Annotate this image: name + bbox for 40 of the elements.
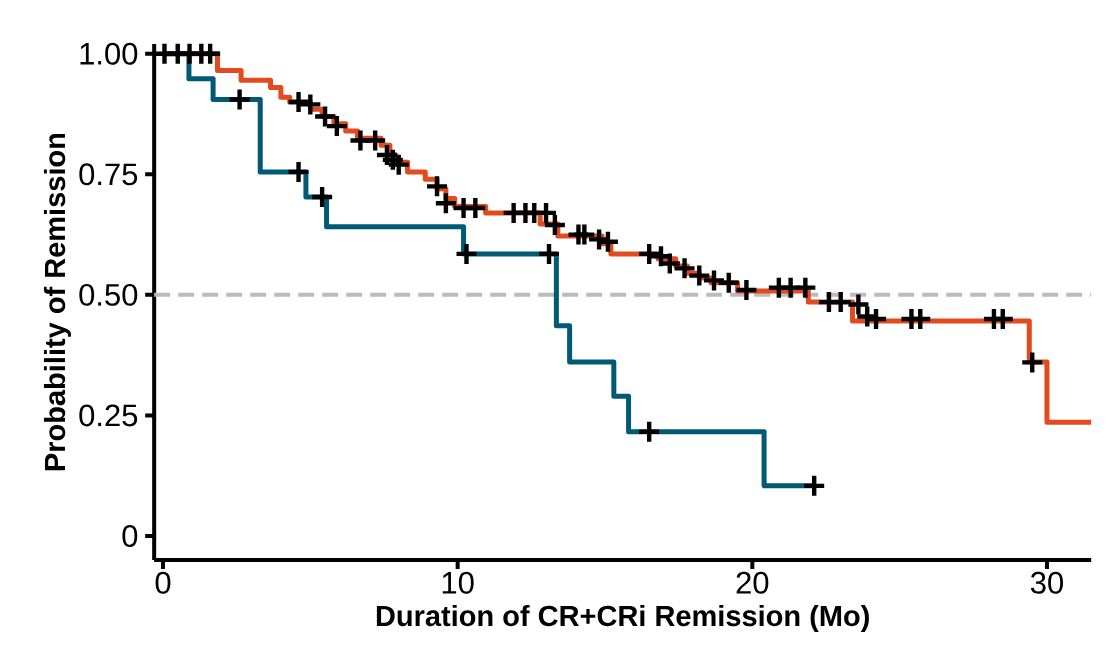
point bbox=[288, 161, 309, 182]
x-axis-title: Duration of CR+CRi Remission (Mo) bbox=[376, 604, 869, 632]
y-tick-label: 0 bbox=[122, 525, 138, 547]
point bbox=[229, 89, 250, 110]
point bbox=[736, 280, 757, 301]
point bbox=[315, 106, 336, 127]
point bbox=[465, 198, 486, 219]
x-tick-label: 10 bbox=[442, 571, 474, 594]
point bbox=[1022, 352, 1043, 373]
y-tick-label: 1.00 bbox=[80, 42, 138, 65]
point bbox=[848, 294, 869, 315]
point bbox=[435, 193, 456, 214]
point bbox=[795, 277, 816, 298]
point bbox=[456, 243, 477, 264]
point bbox=[544, 214, 565, 235]
x-tick-label: 0 bbox=[155, 571, 171, 594]
point bbox=[910, 308, 931, 329]
y-tick-label: 0.25 bbox=[79, 404, 138, 427]
point bbox=[639, 421, 660, 442]
point bbox=[574, 224, 595, 245]
point bbox=[427, 176, 448, 197]
point bbox=[326, 116, 347, 137]
point bbox=[200, 43, 221, 64]
x-tick-label: 30 bbox=[1030, 571, 1063, 594]
point bbox=[300, 94, 321, 115]
point bbox=[866, 308, 887, 329]
point bbox=[718, 272, 739, 293]
point bbox=[539, 243, 559, 264]
point bbox=[388, 154, 409, 175]
point bbox=[689, 265, 710, 286]
point bbox=[804, 475, 825, 496]
y-axis-title: Probability of Remission bbox=[43, 133, 71, 471]
point bbox=[365, 130, 386, 151]
point bbox=[704, 270, 725, 291]
y-tick-label: 0.75 bbox=[79, 163, 138, 186]
x-tick-label: 20 bbox=[736, 571, 769, 594]
point bbox=[674, 258, 695, 279]
point bbox=[536, 202, 557, 223]
y-tick-label: 0.50 bbox=[79, 283, 138, 306]
point bbox=[312, 186, 333, 207]
